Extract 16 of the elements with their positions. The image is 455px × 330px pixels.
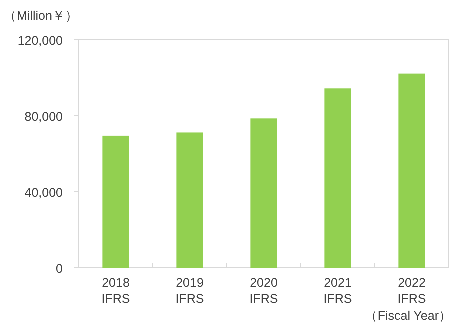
bar — [398, 74, 426, 268]
y-tick-label: 80,000 — [24, 110, 64, 124]
bar — [250, 118, 278, 268]
bar — [176, 132, 204, 268]
x-tick-label: 2018 IFRS — [102, 276, 130, 306]
y-tick-label: 40,000 — [24, 186, 64, 200]
x-axis-title: （Fiscal Year） — [364, 309, 452, 323]
y-tick-label: 120,000 — [18, 34, 64, 48]
x-tick-label: 2020 IFRS — [250, 276, 278, 306]
y-tick-label: 0 — [56, 262, 64, 276]
bar — [102, 136, 130, 268]
y-axis-title: （Million￥） — [4, 9, 78, 23]
x-tick-label: 2019 IFRS — [176, 276, 204, 306]
bar — [324, 88, 352, 268]
x-tick-label: 2021 IFRS — [324, 276, 352, 306]
x-tick-label: 2022 IFRS — [398, 276, 426, 306]
